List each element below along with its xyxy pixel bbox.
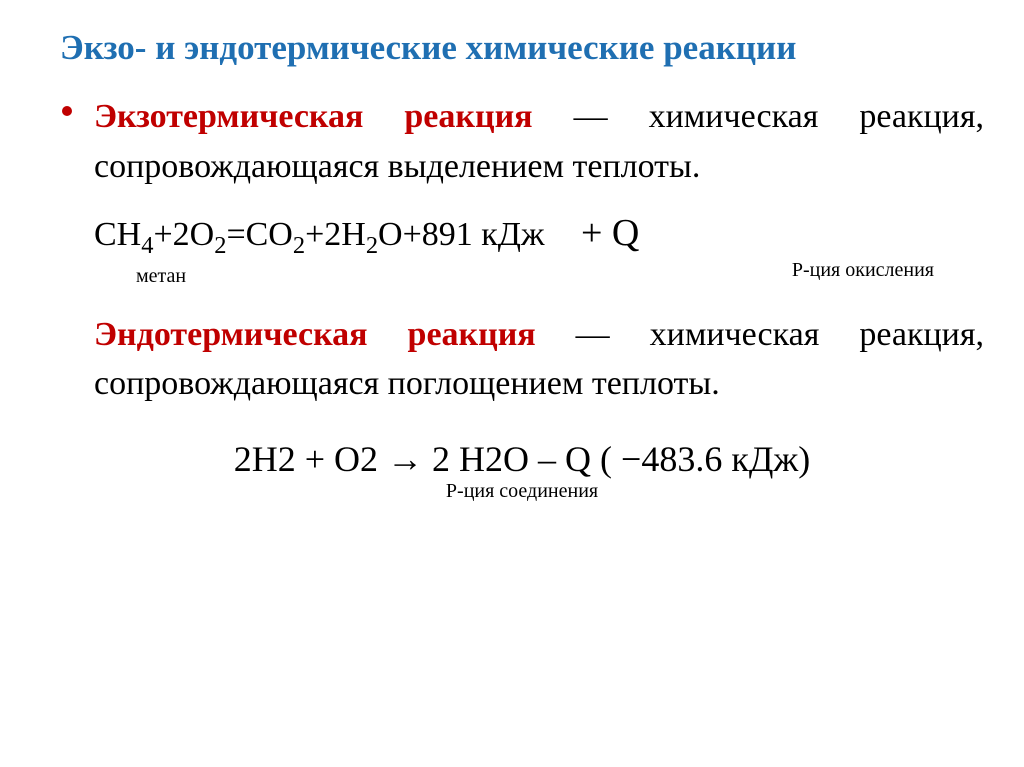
exo-definition: Экзотермическая реакция — химическая реа… xyxy=(94,92,984,191)
endo-reaction-note: Р-ция соединения xyxy=(60,480,984,503)
endo-term: Эндотермическая реакция xyxy=(94,316,536,353)
slide-title: Экзо- и эндотермические химические реакц… xyxy=(60,28,984,68)
exo-plus-q: + Q xyxy=(581,211,639,255)
exo-reaction-note: Р-ция окисления xyxy=(792,259,934,282)
endo-definition: Эндотермическая реакция — химическая реа… xyxy=(60,310,984,409)
exo-equation-row: CH4+2O2=CO2+2H2O+891 кДж + Q xyxy=(60,211,984,255)
slide-container: Экзо- и эндотермические химические реакц… xyxy=(0,0,1024,523)
exo-equation: CH4+2O2=CO2+2H2O+891 кДж xyxy=(94,216,544,254)
exo-substance-label: метан xyxy=(94,265,186,288)
endo-equation: 2H2 + O2 → 2 H2O – Q ( −483.6 кДж) xyxy=(60,438,984,480)
exo-sublabels: метан Р-ция окисления xyxy=(60,263,984,288)
exo-block: Экзотермическая реакция — химическая реа… xyxy=(60,92,984,191)
exo-term: Экзотермическая реакция xyxy=(94,98,533,135)
bullet-icon xyxy=(62,106,72,116)
